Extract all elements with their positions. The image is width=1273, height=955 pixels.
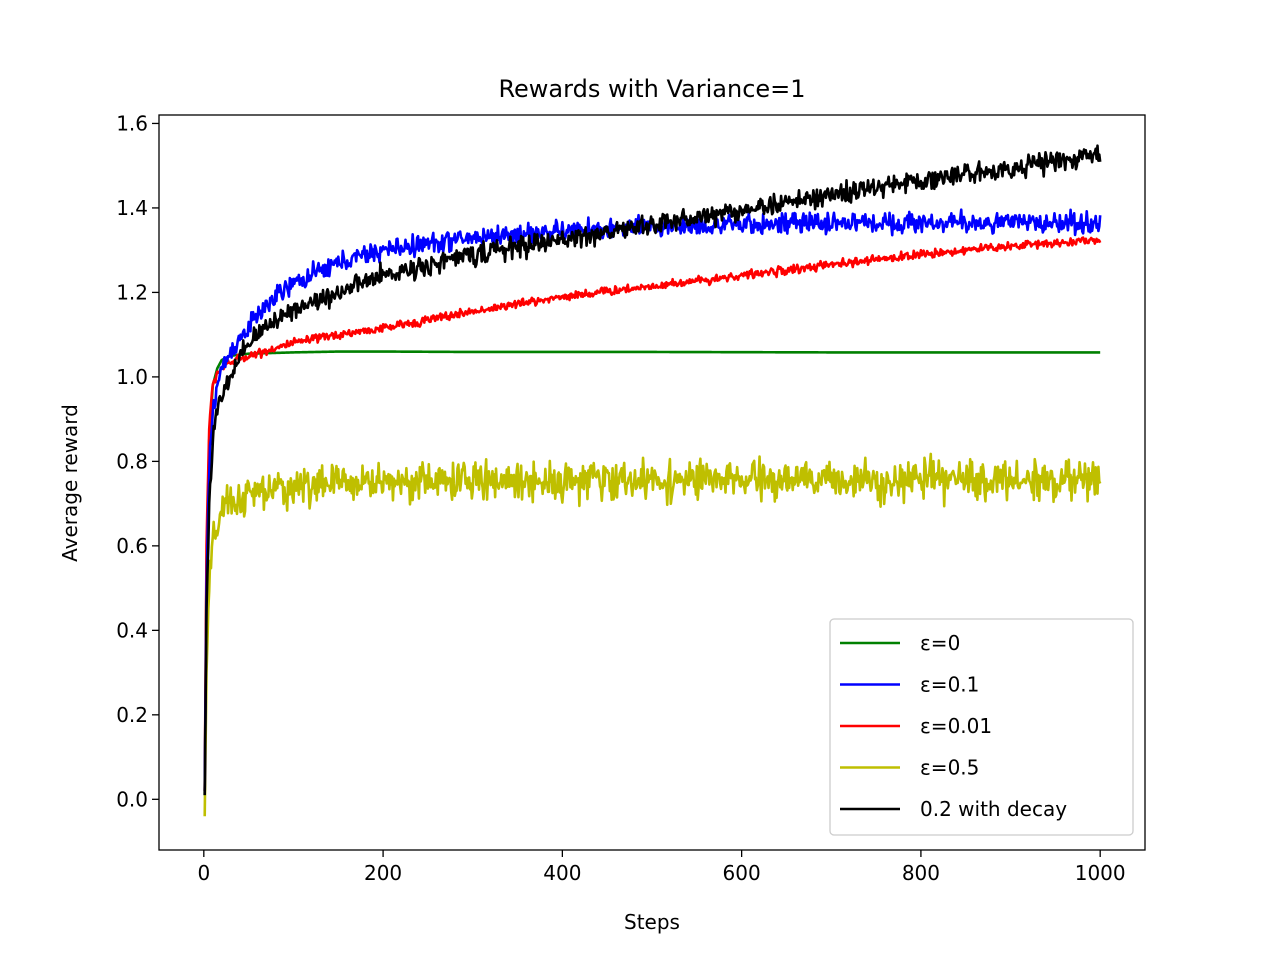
y-tick-label: 0.6 xyxy=(116,534,148,558)
y-tick-label: 1.0 xyxy=(116,365,148,389)
legend-label: ε=0.01 xyxy=(920,714,992,738)
legend-label: 0.2 with decay xyxy=(920,797,1067,821)
y-tick-label: 0.8 xyxy=(116,449,148,473)
legend: ε=0 ε=0.1 ε=0.01 ε=0.5 0.2 with decay xyxy=(829,618,1134,836)
y-tick-label: 0.2 xyxy=(116,703,148,727)
series-line xyxy=(203,350,1101,796)
legend-label: ε=0.5 xyxy=(920,756,979,780)
x-tick-label: 400 xyxy=(543,861,581,885)
y-tick-label: 0.0 xyxy=(116,787,148,811)
x-tick-label: 1000 xyxy=(1075,861,1126,885)
series-line xyxy=(203,144,1102,796)
x-axis: 0 200 400 600 800 1000 xyxy=(197,850,1126,885)
legend-label: ε=0 xyxy=(920,631,960,655)
x-tick-label: 600 xyxy=(723,861,761,885)
series-line xyxy=(203,236,1102,791)
plot-frame xyxy=(158,114,1146,851)
y-axis: 0.0 0.2 0.4 0.6 0.8 1.0 1.2 1.4 1.6 xyxy=(116,111,159,811)
y-tick-label: 1.4 xyxy=(116,196,148,220)
x-axis-title: Steps xyxy=(624,910,680,934)
y-axis-title: Average reward xyxy=(58,404,82,562)
legend-box xyxy=(829,618,1134,836)
legend-label: ε=0.1 xyxy=(920,673,979,697)
y-tick-label: 1.2 xyxy=(116,280,148,304)
plot-lines xyxy=(203,144,1102,817)
y-tick-label: 0.4 xyxy=(116,618,148,642)
chart-title: Rewards with Variance=1 xyxy=(498,75,805,103)
x-tick-label: 0 xyxy=(197,861,210,885)
x-tick-label: 200 xyxy=(364,861,402,885)
series-line xyxy=(203,452,1102,817)
y-tick-label: 1.6 xyxy=(116,111,148,135)
x-tick-label: 800 xyxy=(902,861,940,885)
